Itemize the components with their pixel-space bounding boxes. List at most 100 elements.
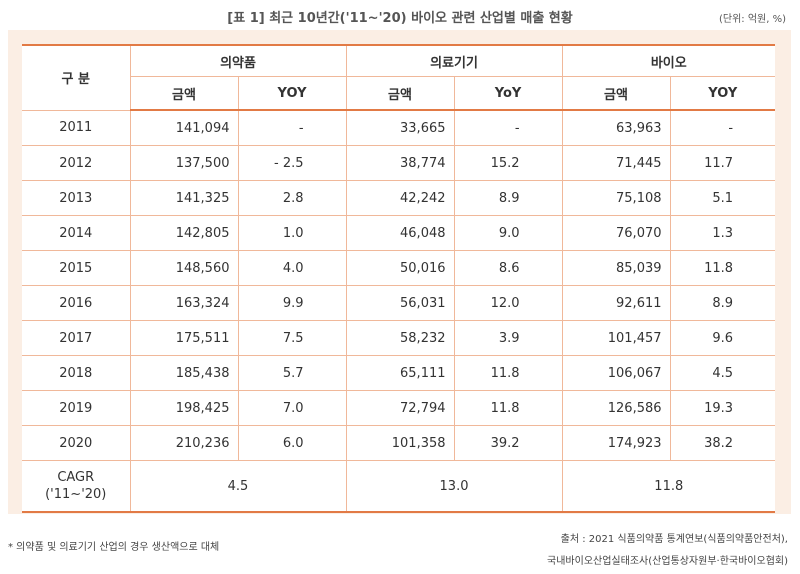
year-cell: 2017 <box>22 320 131 356</box>
table-row: 2015 148,560 4.0 50,016 8.6 85,039 11.8 <box>22 250 776 286</box>
yoy-cell: 4.0 <box>237 250 347 286</box>
group-header-pharma: 의약품 <box>129 44 347 77</box>
group-header-bio: 바이오 <box>561 44 776 77</box>
yoy-cell: 8.9 <box>453 180 563 216</box>
year-cell: 2013 <box>22 180 131 216</box>
yoy-cell: 9.0 <box>453 215 563 251</box>
cagr-value: 11.8 <box>561 460 776 513</box>
yoy-cell: 4.5 <box>669 355 776 391</box>
table-row: 2020 210,236 6.0 101,358 39.2 174,923 38.2 <box>22 425 776 461</box>
amount-cell: 142,805 <box>129 215 239 251</box>
amount-cell: 163,324 <box>129 285 239 321</box>
amount-cell: 126,586 <box>561 390 671 426</box>
yoy-cell: 5.1 <box>669 180 776 216</box>
amount-cell: 141,094 <box>129 109 239 146</box>
table-row: 2013 141,325 2.8 42,242 8.9 75,108 5.1 <box>22 180 776 216</box>
amount-cell: 63,963 <box>561 109 671 146</box>
sub-header: YOY <box>669 76 776 111</box>
amount-cell: 92,611 <box>561 285 671 321</box>
sub-header: 금액 <box>345 76 455 111</box>
table-row: 2017 175,511 7.5 58,232 3.9 101,457 9.6 <box>22 320 776 356</box>
yoy-cell: 8.9 <box>669 285 776 321</box>
amount-cell: 101,457 <box>561 320 671 356</box>
unit-label: (단위: 억원, %) <box>718 14 786 25</box>
cagr-label-line-2: ('11~'20) <box>45 487 107 502</box>
amount-cell: 101,358 <box>345 425 455 461</box>
amount-cell: 185,438 <box>129 355 239 391</box>
group-header-medical-device: 의료기기 <box>345 44 563 77</box>
cagr-row: CAGR ('11~'20) 4.5 13.0 11.8 <box>22 460 776 513</box>
year-cell: 2020 <box>22 425 131 461</box>
table-row: 2019 198,425 7.0 72,794 11.8 126,586 19.3 <box>22 390 776 426</box>
yoy-cell: 11.8 <box>669 250 776 286</box>
source-line-2: 국내바이오산업실태조사(산업통상자원부·한국바이오협회) <box>547 556 788 567</box>
amount-cell: 75,108 <box>561 180 671 216</box>
table-title: [표 1] 최근 10년간('11~'20) 바이오 관련 산업별 매출 현황 <box>227 11 573 26</box>
yoy-cell: 11.7 <box>669 145 776 181</box>
table-row: 2016 163,324 9.9 56,031 12.0 92,611 8.9 <box>22 285 776 321</box>
amount-cell: 137,500 <box>129 145 239 181</box>
amount-cell: 141,325 <box>129 180 239 216</box>
yoy-cell: 2.8 <box>237 180 347 216</box>
year-cell: 2015 <box>22 250 131 286</box>
amount-cell: 33,665 <box>345 109 455 146</box>
title-bar: [표 1] 최근 10년간('11~'20) 바이오 관련 산업별 매출 현황 … <box>0 0 800 34</box>
yoy-cell: 11.8 <box>453 355 563 391</box>
cagr-value: 4.5 <box>129 460 347 513</box>
amount-cell: 175,511 <box>129 320 239 356</box>
cagr-label-line-1: CAGR <box>57 470 95 485</box>
sub-header: 금액 <box>129 76 239 111</box>
year-cell: 2011 <box>22 109 131 146</box>
sub-header: 금액 <box>561 76 671 111</box>
sub-header: YoY <box>453 76 563 111</box>
source-line-1: 출처 : 2021 식품의약품 통계연보(식품의약품안전처), <box>560 534 788 545</box>
amount-cell: 56,031 <box>345 285 455 321</box>
yoy-cell: 12.0 <box>453 285 563 321</box>
yoy-cell: 8.6 <box>453 250 563 286</box>
yoy-cell: 38.2 <box>669 425 776 461</box>
year-cell: 2014 <box>22 215 131 251</box>
yoy-cell: - 2.5 <box>237 145 347 181</box>
yoy-cell: - <box>669 109 776 146</box>
yoy-cell: 39.2 <box>453 425 563 461</box>
amount-cell: 65,111 <box>345 355 455 391</box>
year-cell: 2012 <box>22 145 131 181</box>
yoy-cell: 15.2 <box>453 145 563 181</box>
table-row: 2014 142,805 1.0 46,048 9.0 76,070 1.3 <box>22 215 776 251</box>
amount-cell: 42,242 <box>345 180 455 216</box>
table-row: 2012 137,500- 2.5 38,774 15.2 71,445 11.7 <box>22 145 776 181</box>
table-row: 2011 141,094-33,665-63,963- <box>22 109 776 146</box>
year-cell: 2019 <box>22 390 131 426</box>
amount-cell: 58,232 <box>345 320 455 356</box>
yoy-cell: 11.8 <box>453 390 563 426</box>
yoy-cell: 7.5 <box>237 320 347 356</box>
yoy-cell: 1.3 <box>669 215 776 251</box>
amount-cell: 72,794 <box>345 390 455 426</box>
yoy-cell: 1.0 <box>237 215 347 251</box>
sales-table: 구 분 의약품 의료기기 바이오 금액 YOY 금액 YoY 금액 YOY 20… <box>22 44 776 513</box>
cagr-value: 13.0 <box>345 460 563 513</box>
yoy-cell: 7.0 <box>237 390 347 426</box>
amount-cell: 198,425 <box>129 390 239 426</box>
year-cell: 2016 <box>22 285 131 321</box>
yoy-cell: 9.6 <box>669 320 776 356</box>
amount-cell: 210,236 <box>129 425 239 461</box>
sub-header: YOY <box>237 76 347 111</box>
cagr-label: CAGR ('11~'20) <box>22 460 131 513</box>
yoy-cell: 5.7 <box>237 355 347 391</box>
amount-cell: 38,774 <box>345 145 455 181</box>
table-row: 2018 185,438 5.7 65,111 11.8 106,067 4.5 <box>22 355 776 391</box>
amount-cell: 50,016 <box>345 250 455 286</box>
amount-cell: 85,039 <box>561 250 671 286</box>
amount-cell: 71,445 <box>561 145 671 181</box>
footnote: * 의약품 및 의료기기 산업의 경우 생산액으로 대체 <box>8 542 220 553</box>
row-header: 구 분 <box>22 44 131 111</box>
year-cell: 2018 <box>22 355 131 391</box>
amount-cell: 76,070 <box>561 215 671 251</box>
amount-cell: 46,048 <box>345 215 455 251</box>
yoy-cell: 9.9 <box>237 285 347 321</box>
yoy-cell: - <box>237 109 347 146</box>
amount-cell: 174,923 <box>561 425 671 461</box>
yoy-cell: 3.9 <box>453 320 563 356</box>
yoy-cell: - <box>453 109 563 146</box>
